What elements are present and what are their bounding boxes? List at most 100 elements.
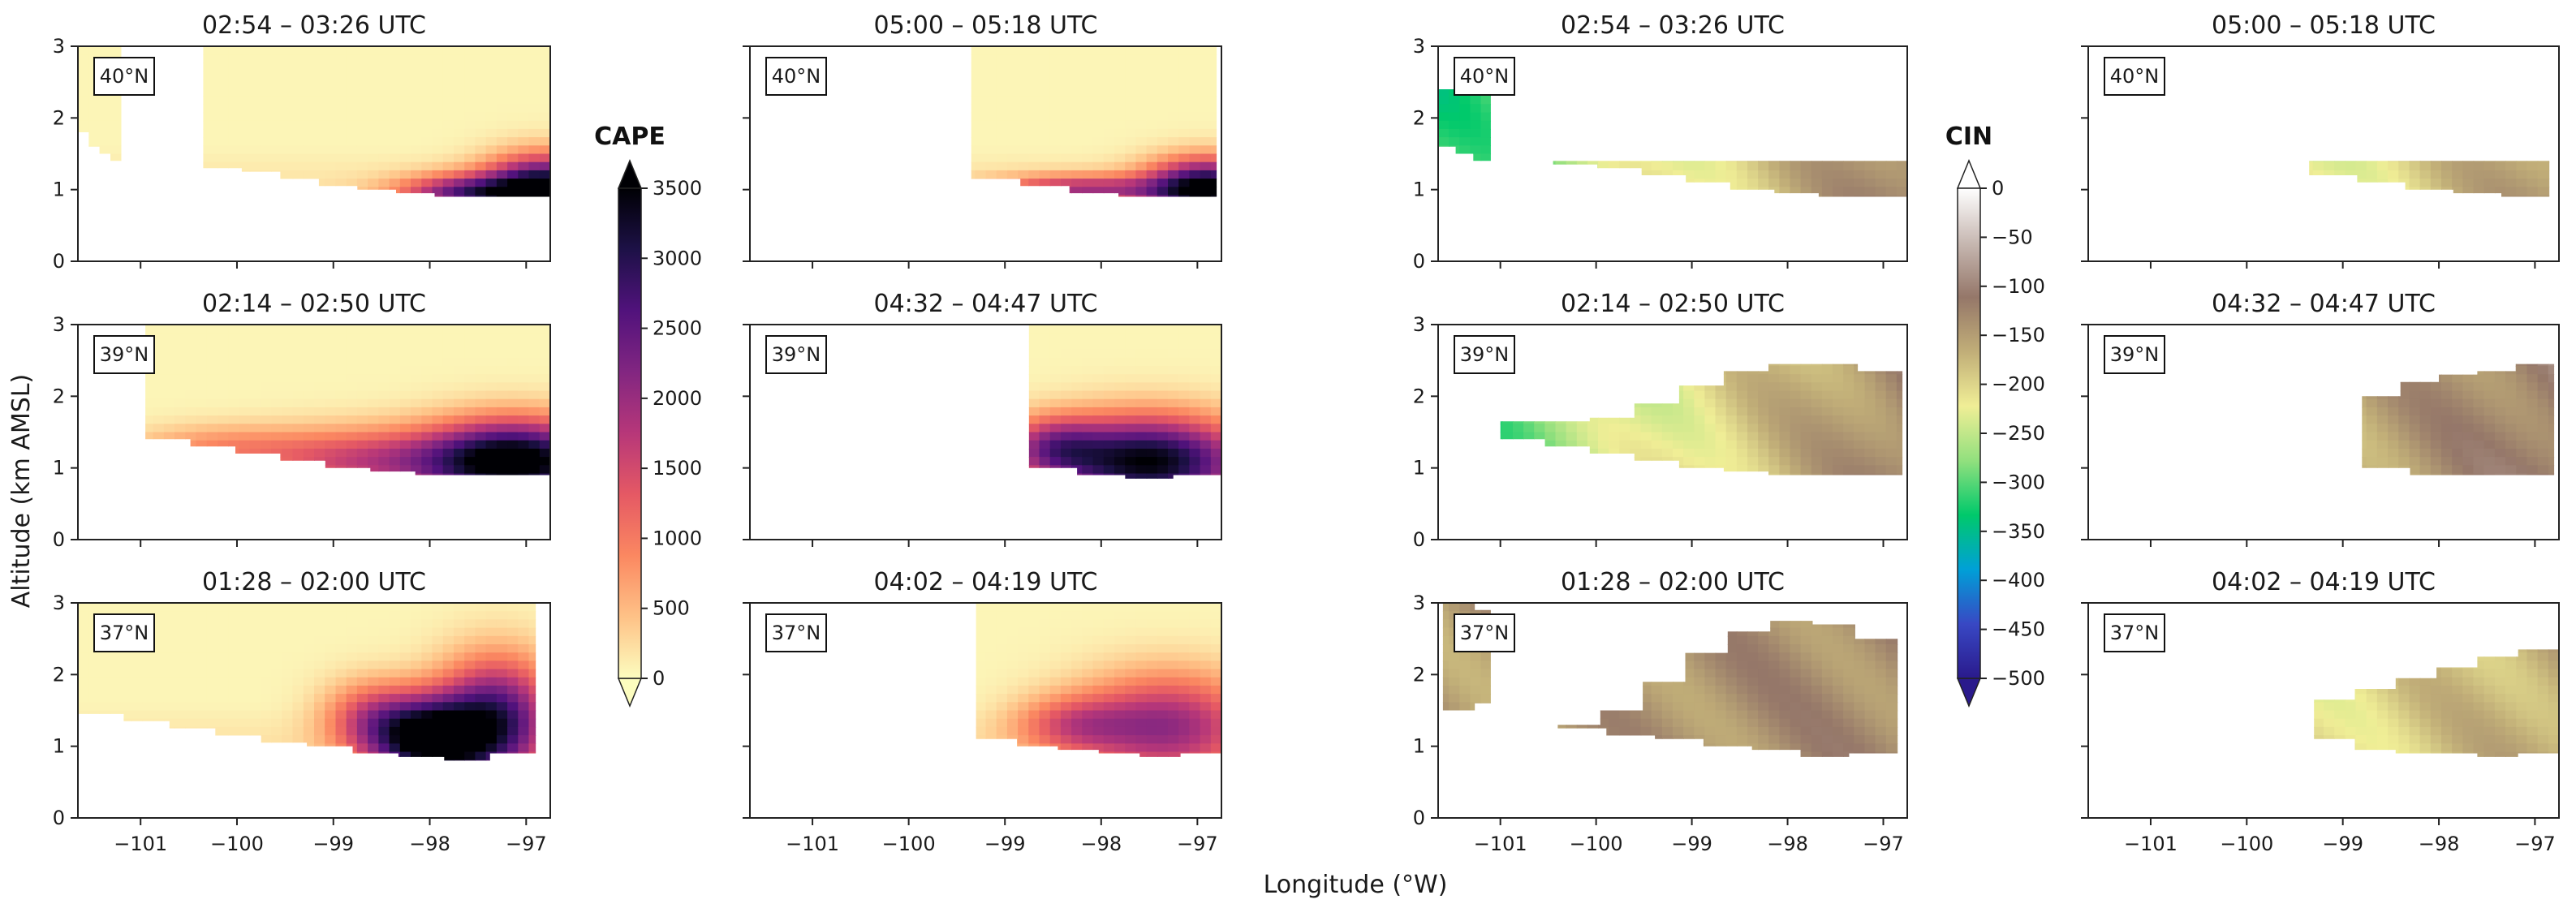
- panel-cin-2: 0 1 2 3 02:54 – 03:26 UTC 40°N: [1413, 11, 1908, 273]
- latitude-label: 39°N: [100, 343, 149, 366]
- y-tick-label: 2: [1413, 385, 1425, 407]
- heat-field: [2309, 161, 2550, 197]
- y-tick-label: 0: [1413, 250, 1425, 273]
- latitude-box: [93, 613, 155, 652]
- panel-title: 04:02 – 04:19 UTC: [2212, 568, 2436, 596]
- x-tick-label: −100: [2220, 833, 2273, 855]
- x-tick-label: −101: [2124, 833, 2178, 855]
- latitude-box: [2104, 57, 2165, 96]
- latitude-box: [1454, 613, 1515, 652]
- panel-title: 04:32 – 04:47 UTC: [2212, 290, 2436, 318]
- latitude-label: 40°N: [2110, 65, 2160, 88]
- colorbar-tick-label: 500: [653, 597, 690, 620]
- colorbar-tick-label: −200: [1992, 373, 2045, 396]
- colorbar-tick-label: −350: [1992, 520, 2045, 543]
- y-tick-label: 0: [1413, 528, 1425, 551]
- panel-cape-8: 0 1 2 3 −101 −100 −99 −98 −97 01:28 – 02:00 UTC 37…: [53, 568, 551, 855]
- panel-cin-10: 0 1 2 3 −101 −100 −99 −98 −97 01:28 – 02:00 UTC 37…: [1413, 568, 1908, 855]
- heat-field: [78, 603, 536, 761]
- latitude-label: 37°N: [100, 622, 149, 644]
- panel-cin-7: 04:32 – 04:47 UTC 39°N: [2081, 290, 2560, 547]
- axes-frame: [77, 45, 551, 262]
- panel-title: 02:14 – 02:50 UTC: [1561, 290, 1785, 318]
- colorbar-cape: 3500 3000 2500 2000 1500 1000 500 0 CAPE: [594, 123, 702, 708]
- colorbar-tick-label: −300: [1992, 471, 2045, 493]
- heat-field: [1028, 325, 1221, 479]
- y-tick-label: 0: [53, 528, 65, 551]
- y-axis-label: Altitude (km AMSL): [7, 374, 36, 608]
- latitude-box: [765, 335, 827, 374]
- latitude-box: [1454, 335, 1515, 374]
- y-tick-label: 3: [53, 35, 65, 58]
- y-tick-label: 1: [1413, 179, 1425, 201]
- latitude-box: [765, 57, 827, 96]
- panel-title: 04:32 – 04:47 UTC: [874, 290, 1098, 318]
- heat-field: [971, 46, 1217, 197]
- x-tick-label: −98: [409, 833, 450, 855]
- x-tick-label: −98: [1767, 833, 1808, 855]
- x-tick-label: −97: [1863, 833, 1904, 855]
- y-tick-label: 0: [1413, 807, 1425, 829]
- y-tick-label: 1: [1413, 457, 1425, 480]
- y-tick-label: 1: [53, 457, 65, 480]
- y-tick-label: 2: [53, 663, 65, 686]
- x-tick-label: −98: [2419, 833, 2460, 855]
- panel-cape-1: 05:00 – 05:18 UTC 40°N: [743, 11, 1222, 269]
- x-tick-label: −101: [1474, 833, 1527, 855]
- colorbar-tick-label: −50: [1992, 226, 2033, 248]
- panel-cin-6: 0 1 2 3 02:14 – 02:50 UTC 39°N: [1413, 290, 1908, 551]
- colorbar-tick-label: 2000: [653, 387, 702, 410]
- axes-frame: [77, 324, 551, 540]
- panel-cin-11: −101 −100 −99 −98 −97 04:02 – 04:19 UTC 37°N: [2081, 568, 2560, 855]
- panel-title: 02:54 – 03:26 UTC: [1561, 11, 1785, 40]
- y-tick-label: 0: [53, 250, 65, 273]
- heat-field: [145, 325, 550, 476]
- x-tick-label: −97: [2514, 833, 2556, 855]
- panel-cape-0: 0 1 2 3 02:54 – 03:26 UTC 40°N: [53, 11, 551, 273]
- latitude-box: [2104, 613, 2165, 652]
- latitude-box: [93, 335, 155, 374]
- y-tick-label: 2: [1413, 663, 1425, 686]
- colorbar-tick-label: −500: [1992, 667, 2045, 690]
- latitude-label: 39°N: [2110, 343, 2160, 366]
- colorbar-tick-label: 0: [1992, 177, 2004, 200]
- latitude-box: [1454, 57, 1515, 96]
- colorbar-cin: 0 −50 −100 −150 −200 −250 −300 −350 −400 −450 −500…: [1945, 123, 2045, 708]
- panel-title: 02:54 – 03:26 UTC: [202, 11, 426, 40]
- axes-frame: [749, 45, 1222, 262]
- latitude-label: 37°N: [772, 622, 821, 644]
- axes-frame: [77, 602, 551, 819]
- panel-title: 01:28 – 02:00 UTC: [202, 568, 426, 596]
- panel-cape-5: 04:32 – 04:47 UTC 39°N: [743, 290, 1222, 547]
- x-tick-label: −101: [786, 833, 839, 855]
- colorbar-extend-bottom: [1956, 678, 1982, 708]
- y-tick-label: 3: [1413, 313, 1425, 336]
- x-tick-label: −100: [882, 833, 936, 855]
- colorbar-extend-bottom: [617, 678, 643, 708]
- x-tick-label: −98: [1080, 833, 1122, 855]
- y-tick-label: 0: [53, 807, 65, 829]
- latitude-label: 39°N: [772, 343, 821, 366]
- colorbar-extend-top: [617, 159, 643, 189]
- colorbar-tick-label: −250: [1992, 422, 2045, 445]
- latitude-label: 40°N: [772, 65, 821, 88]
- x-tick-label: −99: [2322, 833, 2363, 855]
- x-tick-label: −100: [1570, 833, 1623, 855]
- colorbar-tick-label: −450: [1992, 618, 2045, 641]
- latitude-box: [2104, 335, 2165, 374]
- axes-frame: [2087, 602, 2560, 819]
- axes-frame: [749, 324, 1222, 540]
- panel-cin-3: 05:00 – 05:18 UTC 40°N: [2081, 11, 2560, 269]
- latitude-box: [765, 613, 827, 652]
- colorbar-tick-label: −100: [1992, 275, 2045, 298]
- y-tick-label: 2: [1413, 106, 1425, 129]
- colorbar-tick-label: 3500: [653, 177, 702, 200]
- x-axis-label: Longitude (°W): [1264, 871, 1448, 899]
- latitude-box: [93, 57, 155, 96]
- x-tick-label: −99: [312, 833, 354, 855]
- y-tick-label: 1: [53, 179, 65, 201]
- axes-frame: [1437, 602, 1908, 819]
- panel-title: 05:00 – 05:18 UTC: [2212, 11, 2436, 40]
- latitude-label: 39°N: [1460, 343, 1510, 366]
